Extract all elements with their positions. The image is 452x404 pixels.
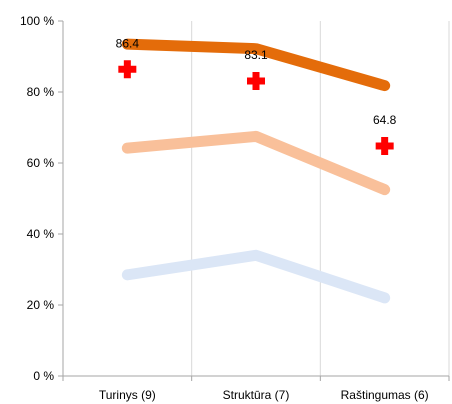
data-point-marker (247, 71, 265, 90)
y-axis-tick-label: 20 % (27, 298, 55, 312)
data-label: 83.1 (244, 48, 268, 62)
series-line-2 (121, 130, 391, 196)
data-label: 64.8 (373, 113, 397, 127)
data-labels: 86.4 83.1 64.8 (116, 36, 397, 127)
y-axis-tick-label: 100 % (20, 14, 54, 28)
grid (191, 21, 450, 376)
data-point-marker (118, 60, 137, 79)
series-line-1 (121, 38, 391, 92)
x-axis-tick-label: Raštingumas (6) (341, 388, 429, 402)
axes (58, 20, 450, 381)
y-axis-tick-label: 80 % (27, 85, 55, 99)
x-axis-tick-labels: Turinys (9) Struktūra (7) Raštingumas (6) (99, 388, 429, 402)
x-axis-tick-label: Turinys (9) (99, 388, 156, 402)
x-axis-tick-label: Struktūra (7) (223, 388, 290, 402)
series-line-3 (121, 249, 391, 304)
y-axis-tick-label: 0 % (33, 369, 54, 383)
series-group (118, 38, 394, 304)
data-label: 86.4 (116, 36, 140, 50)
y-axis-tick-label: 60 % (27, 156, 55, 170)
data-point-marker (375, 136, 394, 155)
y-axis-tick-labels: 0 % 20 % 40 % 60 % 80 % 100 % (20, 14, 54, 383)
y-axis-tick-label: 40 % (27, 227, 55, 241)
